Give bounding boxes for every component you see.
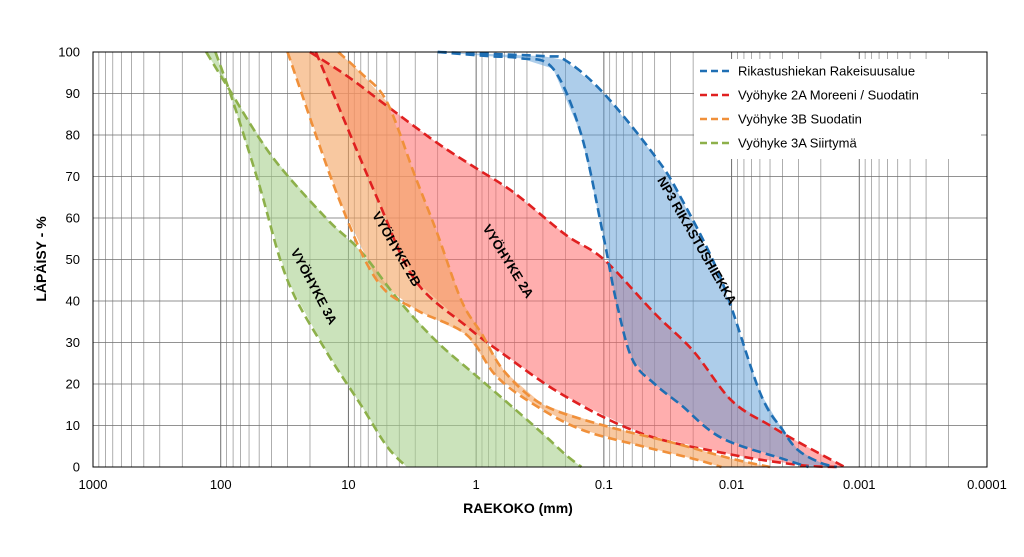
x-tick-label: 0.1 <box>595 477 613 492</box>
legend-label: Vyöhyke 3B Suodatin <box>738 112 862 127</box>
legend-label: Rikastushiekan Rakeisuusalue <box>738 64 915 79</box>
area-z3b <box>287 52 770 467</box>
boundary-coarse-z2a <box>314 51 837 469</box>
area-z2a <box>310 52 845 467</box>
x-tick-label: 1000 <box>79 477 108 492</box>
zone-areas <box>206 52 845 467</box>
legend-box <box>694 59 981 159</box>
plot-frame <box>92 51 988 468</box>
y-tick-label: 30 <box>66 335 80 350</box>
boundary-fine-z3a <box>205 51 583 469</box>
y-tick-label: 50 <box>66 252 80 267</box>
y-tick-label: 100 <box>58 45 80 60</box>
x-tick-label: 0.0001 <box>967 477 1007 492</box>
boundary-coarse-z3b <box>286 51 722 469</box>
y-tick-label: 70 <box>66 169 80 184</box>
legend: Rikastushiekan Rakeisuusalue Vyöhyke 2A M… <box>694 59 981 159</box>
y-tick-label: 20 <box>66 377 80 392</box>
y-tick-label: 80 <box>66 128 80 143</box>
tick-labels: 1000 100 10 1 0.1 0.01 0.001 0.0001 0 10 20 30 40 50 6… <box>58 45 1007 493</box>
y-tick-label: 40 <box>66 294 80 309</box>
y-tick-label: 0 <box>73 460 80 475</box>
boundary-fine-z2a <box>309 50 846 469</box>
boundary-fine-rikastus <box>437 50 838 469</box>
boundary-coarse-rikastus <box>437 50 809 469</box>
zone-boundaries <box>205 50 846 469</box>
legend-label: Vyöhyke 3A Siirtymä <box>738 136 858 151</box>
area-z3a <box>206 52 582 467</box>
boundary-coarse-z3a <box>214 51 408 468</box>
y-tick-label: 10 <box>66 418 80 433</box>
y-tick-label: 60 <box>66 211 80 226</box>
boundary-fine-z3b <box>337 51 771 469</box>
area-rikastus <box>437 52 837 467</box>
x-axis-title: RAEKOKO (mm) <box>463 500 573 516</box>
x-tick-label: 10 <box>341 477 355 492</box>
legend-label: Vyöhyke 2A Moreeni / Suodatin <box>738 88 919 103</box>
y-tick-label: 90 <box>66 86 80 101</box>
x-tick-label: 100 <box>210 477 232 492</box>
x-tick-label: 0.01 <box>719 477 744 492</box>
x-tick-label: 1 <box>473 477 480 492</box>
y-axis-title: LÄPÄISY - % <box>33 216 49 302</box>
x-tick-label: 0.001 <box>843 477 876 492</box>
